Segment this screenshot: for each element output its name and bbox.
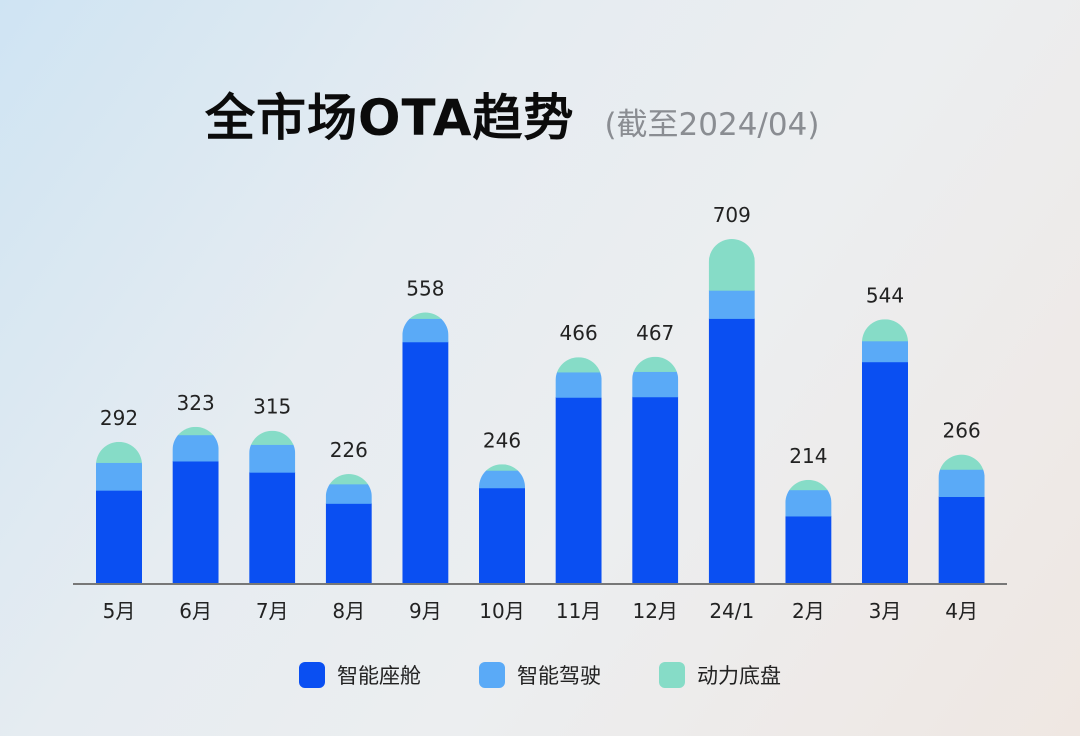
data-label: 709 [713, 203, 751, 227]
bar-segment-cockpit [249, 472, 296, 584]
data-label: 246 [483, 428, 521, 452]
x-tick-label: 12月 [632, 599, 677, 623]
bar-stack [325, 474, 372, 584]
x-tick-label: 7月 [256, 599, 289, 623]
bar-stack [249, 430, 296, 584]
bar-stack [402, 312, 449, 584]
bar-segment-chassis [938, 454, 985, 470]
bar-segment-driving [938, 469, 985, 498]
legend-label-chassis: 动力底盘 [697, 664, 781, 688]
x-tick-label: 4月 [945, 599, 978, 623]
bar-segment-driving [785, 489, 832, 517]
data-label: 323 [177, 391, 215, 415]
data-label: 467 [636, 321, 674, 345]
data-label: 315 [253, 395, 291, 419]
bar-segment-cockpit [96, 490, 142, 584]
bar-segment-chassis [862, 319, 908, 342]
chart-subtitle: (截至2024/04) [604, 107, 820, 143]
bar-segment-cockpit [479, 487, 525, 584]
bar-segment-cockpit [862, 361, 908, 584]
legend-label-cockpit: 智能座舱 [337, 664, 421, 688]
legend-item-driving: 智能驾驶 [479, 660, 601, 690]
data-label: 226 [330, 438, 368, 462]
bar-stack [632, 356, 679, 584]
bar-segment-chassis [172, 426, 219, 436]
legend-swatch-cockpit [299, 662, 325, 688]
bar-segment-chassis [785, 479, 832, 491]
bar-segment-chassis [708, 239, 755, 291]
bar-segment-cockpit [555, 397, 602, 584]
bar-segment-chassis [96, 441, 142, 463]
bar-segment-cockpit [708, 318, 755, 585]
x-tick-label: 9月 [409, 599, 442, 623]
bar-segment-cockpit [632, 396, 679, 584]
bar-stack [479, 464, 525, 584]
legend-swatch-chassis [659, 662, 685, 688]
bar-segment-driving [708, 290, 755, 319]
chart-title: 全市场OTA趋势 [205, 89, 575, 147]
data-label: 466 [560, 321, 598, 345]
bar-segment-chassis [555, 357, 602, 373]
x-tick-label: 3月 [869, 599, 902, 623]
x-tick-label: 6月 [179, 599, 212, 623]
bar-stack [555, 357, 602, 584]
bar-segment-chassis [325, 474, 372, 485]
legend-item-chassis: 动力底盘 [659, 660, 781, 690]
bar-segment-chassis [402, 312, 449, 319]
x-tick-label: 5月 [103, 599, 136, 623]
bar-stack [862, 319, 908, 584]
bar-segment-cockpit [402, 341, 449, 584]
bar-segment-driving [632, 371, 679, 398]
bar-segment-driving [555, 371, 602, 398]
bar-segment-driving [249, 444, 296, 473]
bar-stack [785, 479, 832, 584]
bar-segment-chassis [632, 356, 679, 372]
legend-item-cockpit: 智能座舱 [299, 660, 421, 690]
data-label: 558 [406, 276, 444, 300]
x-tick-label: 2月 [792, 599, 825, 623]
bar-segment-cockpit [325, 503, 372, 584]
bar-stack [172, 426, 219, 584]
bar-segment-driving [862, 340, 908, 363]
x-tick-label: 24/1 [709, 599, 754, 623]
bar-segment-driving [96, 462, 142, 491]
bar-segment-chassis [249, 430, 296, 445]
bar-segment-cockpit [938, 496, 985, 584]
bar-stack [938, 454, 985, 584]
x-tick-label: 11月 [556, 599, 601, 623]
data-label: 292 [100, 406, 138, 430]
bar-stack [708, 239, 755, 585]
x-tick-label: 8月 [332, 599, 365, 623]
bar-segment-driving [402, 318, 449, 343]
legend-swatch-driving [479, 662, 505, 688]
x-tick-label: 10月 [479, 599, 524, 623]
chart-header: 全市场OTA趋势 (截至2024/04) [205, 78, 819, 150]
data-label: 544 [866, 283, 904, 307]
bar-segment-driving [172, 434, 219, 462]
bar-segment-chassis [479, 464, 525, 471]
legend: 智能座舱 智能驾驶 动力底盘 [0, 660, 1080, 690]
bar-segment-driving [479, 470, 525, 489]
bar-stack [96, 441, 142, 584]
data-label: 214 [789, 444, 827, 468]
data-label: 266 [943, 419, 981, 443]
legend-label-driving: 智能驾驶 [517, 664, 601, 688]
bar-segment-cockpit [785, 515, 832, 584]
bar-segment-driving [325, 483, 372, 504]
bar-segment-cockpit [172, 460, 219, 584]
